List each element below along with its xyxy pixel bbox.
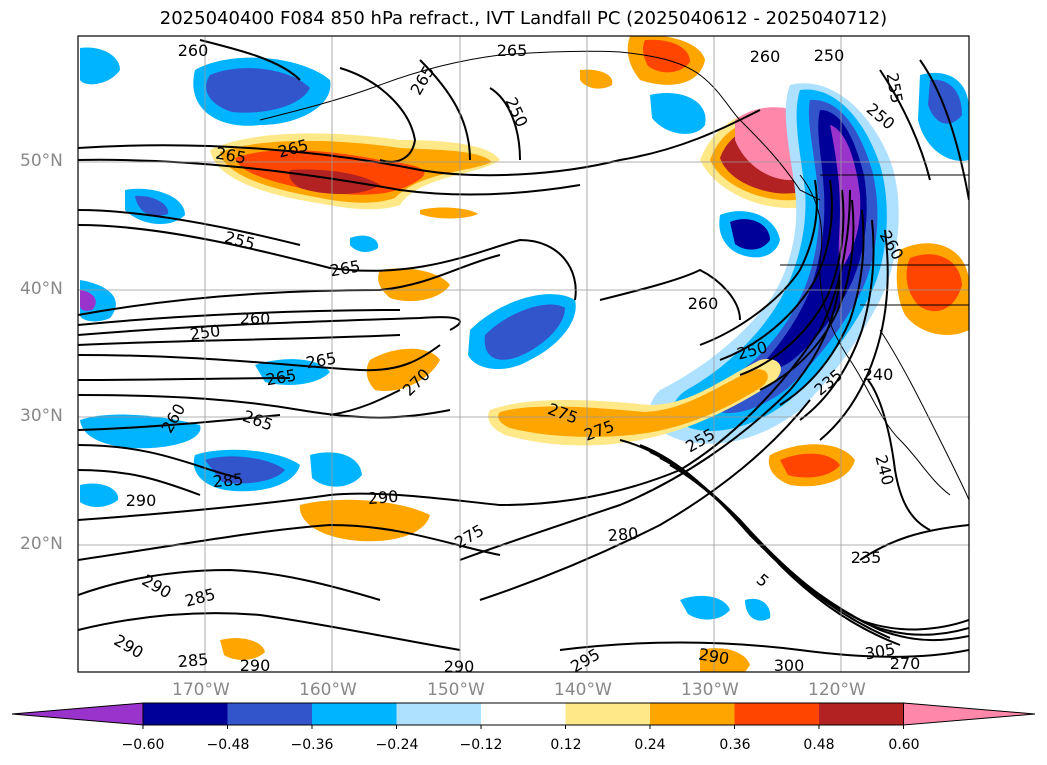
contour-label: 285 [177, 650, 209, 672]
colorbar-tick-label: 0.60 [888, 737, 920, 753]
contour-label: 290 [126, 491, 157, 510]
colorbar-segment [819, 703, 904, 725]
lon-label-140w: 140°W [554, 680, 612, 700]
lon-label-170w: 170°W [172, 680, 230, 700]
contour-label: 280 [607, 524, 639, 546]
contour-label: 265 [497, 41, 528, 60]
contour-label: 290 [240, 656, 271, 675]
contour-label: 290 [444, 657, 475, 676]
lon-label-130w: 130°W [681, 680, 739, 700]
colorbar-segment [312, 703, 397, 725]
colorbar-segment [227, 703, 312, 725]
colorbar-extend-max [903, 702, 1036, 726]
colorbar-tick-label: −0.48 [206, 737, 250, 753]
refractivity-shading [80, 36, 969, 672]
contour-label: 260 [688, 294, 719, 313]
contour-label: 285 [212, 470, 244, 492]
contour-label: 260 [750, 47, 781, 66]
contour-label: 300 [774, 656, 805, 675]
colorbar-tick-label: 0.24 [634, 737, 666, 753]
colorbar-frame [142, 702, 904, 726]
colorbar-tick-label: −0.12 [459, 737, 503, 753]
contour-label: 270 [890, 654, 921, 673]
colorbar-tick-label: −0.60 [121, 737, 165, 753]
colorbar-segment [396, 703, 481, 725]
contour-label: 250 [814, 46, 845, 65]
lat-label-20n: 20°N [20, 534, 63, 554]
lat-label-40n: 40°N [20, 279, 63, 299]
colorbar-tick-label: 0.48 [803, 737, 835, 753]
colorbar-tick-label: 0.36 [719, 737, 751, 753]
colorbar-segment [565, 703, 650, 725]
plot-frame [77, 35, 970, 673]
colorbar-tick-label: −0.36 [290, 737, 334, 753]
colorbar-segment [734, 703, 819, 725]
colorbar-segment [143, 703, 228, 725]
contour-label: 240 [863, 365, 894, 384]
colorbar-segment [650, 703, 735, 725]
lon-label-150w: 150°W [427, 680, 485, 700]
lon-label-120w: 120°W [808, 680, 866, 700]
contour-label: 290 [367, 487, 399, 509]
coastlines [259, 50, 969, 501]
graticule [78, 36, 969, 672]
lat-label-30n: 30°N [20, 406, 63, 426]
map-title: 2025040400 F084 850 hPa refract., IVT La… [159, 8, 888, 29]
contour-label: 235 [851, 548, 882, 567]
colorbar-extend-min [11, 702, 144, 726]
lon-label-160w: 160°W [299, 680, 357, 700]
colorbar [11, 702, 1036, 729]
colorbar-segment [481, 703, 566, 725]
contour-label: 250 [189, 321, 222, 344]
colorbar-tick-label: 0.12 [550, 737, 582, 753]
lat-label-50n: 50°N [20, 151, 63, 171]
colorbar-tick-label: −0.24 [375, 737, 419, 753]
contour-label: 260 [178, 41, 209, 60]
contour-label: 260 [240, 309, 271, 328]
